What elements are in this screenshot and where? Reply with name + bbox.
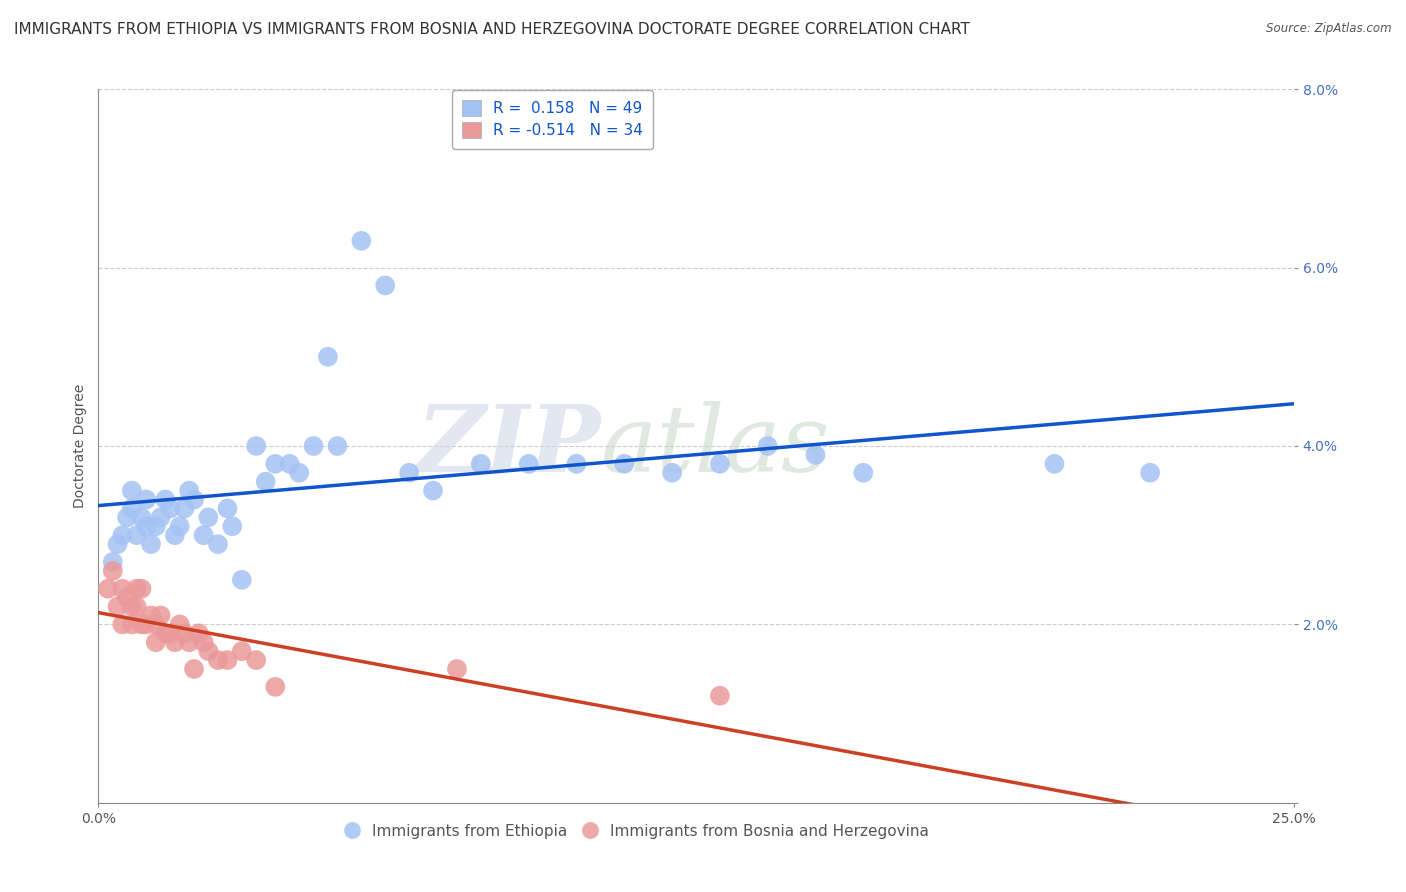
Point — [221, 519, 243, 533]
Point — [101, 555, 124, 569]
Point — [121, 617, 143, 632]
Point — [245, 439, 267, 453]
Point — [125, 528, 148, 542]
Point — [231, 644, 253, 658]
Point — [207, 653, 229, 667]
Point — [163, 635, 186, 649]
Point — [169, 617, 191, 632]
Point — [111, 582, 134, 596]
Point — [217, 501, 239, 516]
Point — [709, 689, 731, 703]
Point — [139, 608, 162, 623]
Point — [245, 653, 267, 667]
Point — [1043, 457, 1066, 471]
Point — [302, 439, 325, 453]
Point — [187, 626, 209, 640]
Point — [135, 617, 157, 632]
Point — [159, 501, 181, 516]
Point — [183, 662, 205, 676]
Point — [350, 234, 373, 248]
Point — [121, 483, 143, 498]
Point — [804, 448, 827, 462]
Point — [254, 475, 277, 489]
Text: IMMIGRANTS FROM ETHIOPIA VS IMMIGRANTS FROM BOSNIA AND HERZEGOVINA DOCTORATE DEG: IMMIGRANTS FROM ETHIOPIA VS IMMIGRANTS F… — [14, 22, 970, 37]
Point — [446, 662, 468, 676]
Point — [193, 635, 215, 649]
Point — [613, 457, 636, 471]
Point — [169, 519, 191, 533]
Point — [207, 537, 229, 551]
Point — [398, 466, 420, 480]
Point — [264, 680, 287, 694]
Point — [374, 278, 396, 293]
Point — [422, 483, 444, 498]
Point — [101, 564, 124, 578]
Point — [155, 492, 177, 507]
Point — [264, 457, 287, 471]
Point — [316, 350, 339, 364]
Text: Source: ZipAtlas.com: Source: ZipAtlas.com — [1267, 22, 1392, 36]
Point — [470, 457, 492, 471]
Point — [197, 644, 219, 658]
Point — [217, 653, 239, 667]
Point — [115, 591, 138, 605]
Point — [661, 466, 683, 480]
Point — [107, 537, 129, 551]
Point — [517, 457, 540, 471]
Point — [173, 626, 195, 640]
Point — [121, 599, 143, 614]
Point — [173, 501, 195, 516]
Point — [288, 466, 311, 480]
Point — [179, 483, 201, 498]
Point — [131, 510, 153, 524]
Y-axis label: Doctorate Degree: Doctorate Degree — [73, 384, 87, 508]
Point — [197, 510, 219, 524]
Point — [139, 537, 162, 551]
Point — [107, 599, 129, 614]
Point — [709, 457, 731, 471]
Point — [183, 492, 205, 507]
Point — [231, 573, 253, 587]
Legend: Immigrants from Ethiopia, Immigrants from Bosnia and Herzegovina: Immigrants from Ethiopia, Immigrants fro… — [337, 818, 935, 845]
Point — [131, 582, 153, 596]
Point — [111, 528, 134, 542]
Point — [131, 617, 153, 632]
Point — [125, 599, 148, 614]
Point — [756, 439, 779, 453]
Point — [135, 519, 157, 533]
Point — [125, 582, 148, 596]
Point — [111, 617, 134, 632]
Point — [149, 510, 172, 524]
Point — [145, 519, 167, 533]
Point — [115, 510, 138, 524]
Point — [121, 501, 143, 516]
Point — [97, 582, 120, 596]
Point — [145, 635, 167, 649]
Point — [155, 626, 177, 640]
Point — [159, 626, 181, 640]
Point — [565, 457, 588, 471]
Point — [149, 608, 172, 623]
Point — [852, 466, 875, 480]
Point — [278, 457, 301, 471]
Text: ZIP: ZIP — [416, 401, 600, 491]
Point — [145, 617, 167, 632]
Point — [163, 528, 186, 542]
Text: atlas: atlas — [600, 401, 830, 491]
Point — [179, 635, 201, 649]
Point — [135, 492, 157, 507]
Point — [326, 439, 349, 453]
Point — [1139, 466, 1161, 480]
Point — [193, 528, 215, 542]
